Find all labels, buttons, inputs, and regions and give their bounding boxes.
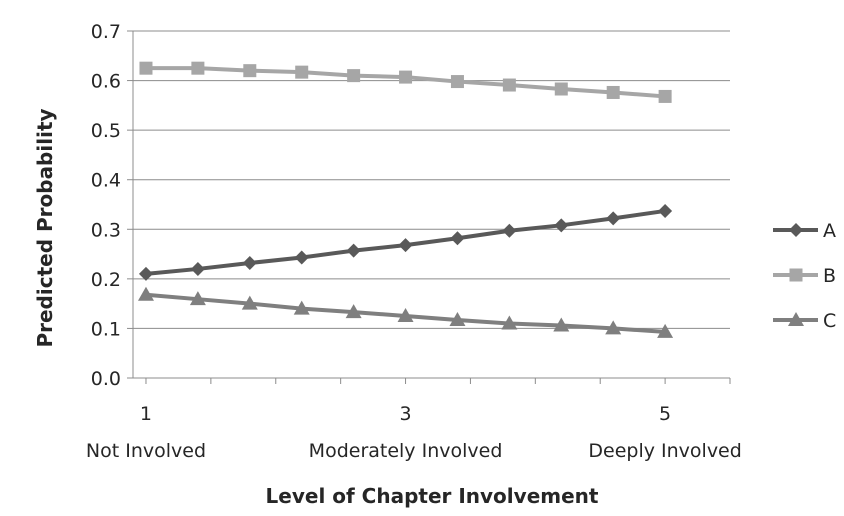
legend-label: B [823, 265, 836, 287]
data-point-A [346, 243, 361, 258]
data-point-C [293, 300, 310, 315]
data-point-A [190, 261, 205, 276]
data-point-A [138, 266, 153, 281]
y-tick-label: 0.1 [91, 318, 121, 340]
data-point-C [605, 320, 622, 335]
data-point-C [553, 317, 570, 332]
y-tick-label: 0.4 [91, 170, 121, 192]
legend-marker [788, 312, 804, 326]
data-point-B [347, 69, 361, 83]
data-point-A [554, 218, 569, 233]
series-B [139, 61, 672, 103]
data-point-C [657, 323, 674, 338]
y-tick-label: 0.6 [91, 71, 121, 93]
data-point-B [450, 75, 464, 89]
y-tick-label: 0.3 [91, 219, 121, 241]
x-tick-label: 1 [140, 403, 152, 425]
series-layer [137, 61, 674, 338]
legend-label: C [823, 310, 836, 332]
legend-marker [789, 268, 803, 282]
x-axis-title: Level of Chapter Involvement [266, 484, 599, 508]
legend-item-C: C [773, 310, 836, 332]
data-point-C [501, 315, 518, 330]
y-tick-label: 0.7 [91, 21, 121, 43]
axes: 0.0 0.1 0.2 0.3 0.4 0.5 0.6 0.7 1 Not Involved 3 Mo… [86, 21, 742, 462]
data-point-C [137, 286, 154, 301]
data-point-C [345, 304, 362, 319]
data-point-C [189, 291, 206, 306]
y-axis-title: Predicted Probability [33, 108, 57, 347]
data-point-B [502, 78, 516, 92]
data-point-C [397, 308, 414, 323]
data-point-C [449, 312, 466, 327]
x-category-label: Not Involved [86, 440, 206, 462]
y-tick-label: 0.0 [91, 368, 121, 390]
legend-label: A [823, 220, 836, 242]
data-point-A [450, 231, 465, 246]
data-point-B [295, 65, 309, 79]
data-point-A [294, 250, 309, 265]
y-tick-label: 0.5 [91, 120, 121, 142]
data-point-B [658, 89, 672, 103]
data-point-B [399, 70, 413, 84]
data-point-A [502, 223, 517, 238]
y-tick-label: 0.2 [91, 269, 121, 291]
data-point-B [606, 85, 620, 99]
series-C [137, 286, 674, 338]
x-tick-label: 3 [399, 403, 411, 425]
data-point-B [554, 82, 568, 96]
data-point-B [243, 64, 257, 78]
data-point-A [398, 238, 413, 253]
data-point-A [658, 203, 673, 218]
data-point-A [242, 255, 257, 270]
legend: A B C [773, 220, 836, 332]
legend-item-B: B [773, 265, 836, 287]
x-category-label: Deeply Involved [588, 440, 741, 462]
legend-item-A: A [773, 220, 836, 242]
x-tick-label: 5 [659, 403, 671, 425]
series-A [138, 203, 673, 281]
data-point-B [139, 61, 153, 75]
data-point-C [241, 295, 258, 310]
x-category-label: Moderately Involved [309, 440, 503, 462]
legend-marker [789, 223, 803, 237]
data-point-A [606, 211, 621, 226]
data-point-B [191, 61, 205, 75]
